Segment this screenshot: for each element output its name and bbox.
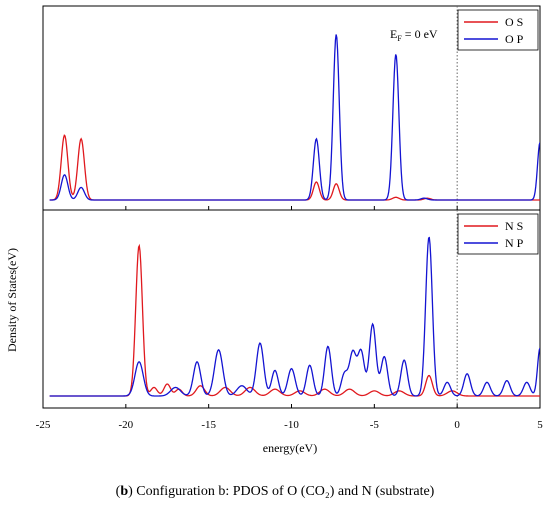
series-line-n-p: [49, 236, 540, 397]
y-axis-label: Density of States(eV): [5, 248, 19, 352]
legend: O S O P: [457, 9, 539, 51]
legend-label: O P: [505, 32, 524, 46]
x-axis-label: energy(eV): [263, 441, 317, 455]
pdos-figure: O SO PEF = 0 eV N SN P -25 -20 -15 -10 -5 0 5 …: [5, 5, 544, 455]
caption-label: b: [120, 484, 129, 499]
x-tick-label: -25: [36, 419, 51, 431]
series-line-o-s: [49, 134, 540, 201]
legend-label: O S: [505, 15, 523, 29]
legend-label: N S: [505, 219, 523, 233]
bottom-panel: N S N P: [42, 209, 541, 409]
x-tick-label: -15: [201, 419, 216, 431]
x-tick-label: -10: [284, 419, 299, 431]
caption-text: Configuration b: PDOS of O (CO₂) and N (…: [132, 484, 435, 499]
x-tick-label: -20: [118, 419, 133, 431]
legend-box: [457, 9, 539, 51]
fermi-annotation: EF = 0 eV: [390, 27, 438, 43]
x-tick-label: 5: [537, 419, 543, 431]
legend-box: [457, 213, 539, 255]
top-panel: O S O P EF = 0 eV: [42, 5, 541, 211]
x-tick-label: -5: [370, 419, 380, 431]
series-line-n-s: [49, 243, 540, 397]
figure-caption: (b) Configuration b: PDOS of O (CO₂) and…: [115, 484, 435, 499]
x-axis: -25 -20 -15 -10 -5 0 5: [36, 419, 544, 431]
series-line-o-p: [49, 34, 540, 201]
legend: N S N P: [457, 213, 539, 255]
legend-label: N P: [505, 236, 524, 250]
x-tick-label: 0: [454, 419, 460, 431]
